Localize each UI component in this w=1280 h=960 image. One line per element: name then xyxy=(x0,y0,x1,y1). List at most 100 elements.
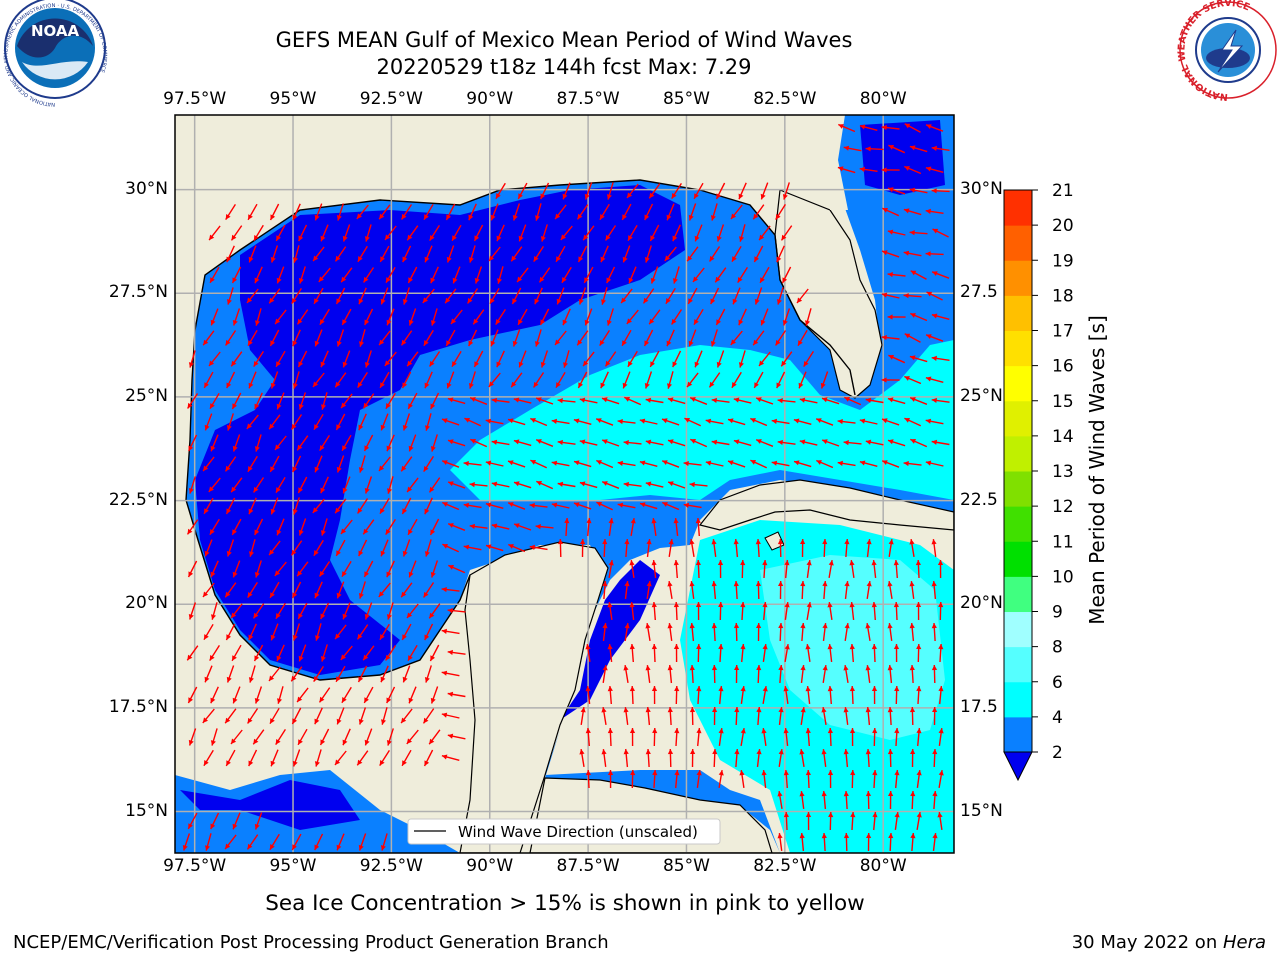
wave-direction-arrow xyxy=(761,727,767,747)
wave-direction-arrow xyxy=(800,622,806,642)
wave-direction-arrow xyxy=(778,748,784,768)
wave-direction-arrow xyxy=(336,329,345,347)
wave-direction-arrow xyxy=(230,351,243,367)
wave-direction-arrow xyxy=(203,371,214,389)
wave-direction-arrow xyxy=(402,287,410,305)
wave-direction-arrow xyxy=(909,355,928,363)
wave-direction-arrow xyxy=(761,770,767,788)
wave-direction-arrow xyxy=(667,439,686,447)
wave-direction-arrow xyxy=(821,397,840,405)
wave-direction-arrow xyxy=(822,664,828,684)
wave-direction-arrow xyxy=(932,706,938,726)
lat-tick-label-left: 25°N xyxy=(125,385,168,406)
wave-direction-arrow xyxy=(778,580,784,600)
wave-direction-arrow xyxy=(320,350,329,368)
wave-direction-arrow xyxy=(711,439,730,446)
wave-direction-arrow xyxy=(423,749,434,767)
wave-direction-arrow xyxy=(424,623,434,641)
wave-direction-arrow xyxy=(604,351,617,367)
wave-direction-arrow xyxy=(762,685,768,705)
wave-direction-arrow xyxy=(407,392,418,410)
wave-direction-arrow xyxy=(671,309,683,325)
wave-direction-arrow xyxy=(690,438,708,448)
wave-direction-arrow xyxy=(335,539,346,557)
wave-direction-arrow xyxy=(821,439,840,447)
wave-direction-arrow xyxy=(626,309,639,325)
wave-direction-arrow xyxy=(780,351,793,367)
wave-direction-arrow xyxy=(904,165,922,175)
wave-direction-arrow xyxy=(210,434,219,452)
wave-direction-arrow xyxy=(290,666,303,682)
wave-direction-arrow xyxy=(248,371,257,389)
wave-direction-arrow xyxy=(188,602,197,620)
wave-direction-arrow xyxy=(188,728,197,746)
wave-direction-arrow xyxy=(555,245,566,263)
wave-direction-arrow xyxy=(378,204,391,220)
wave-direction-arrow xyxy=(881,377,900,383)
wave-direction-arrow xyxy=(231,644,242,662)
wave-direction-arrow xyxy=(276,644,285,662)
wave-direction-arrow xyxy=(358,707,367,725)
wave-direction-arrow xyxy=(755,538,761,558)
wave-direction-arrow xyxy=(342,350,351,368)
wave-direction-arrow xyxy=(932,833,938,851)
wave-direction-arrow xyxy=(474,266,483,284)
wave-direction-arrow xyxy=(298,224,308,242)
wave-direction-arrow xyxy=(849,602,855,620)
wave-direction-arrow xyxy=(334,372,347,388)
lat-tick-label-right: 15°N xyxy=(960,800,1003,821)
colorbar-segment xyxy=(1004,576,1032,613)
wave-direction-arrow xyxy=(291,581,302,599)
wave-direction-arrow xyxy=(334,750,347,766)
wave-direction-arrow xyxy=(232,434,241,452)
map-frame xyxy=(174,114,955,854)
lon-tick-label-bottom: 82.5°W xyxy=(753,856,817,876)
wave-direction-arrow xyxy=(358,413,367,431)
wave-direction-arrow xyxy=(385,519,396,535)
colorbar-segment xyxy=(1004,646,1032,683)
wave-direction-arrow xyxy=(364,602,373,620)
wave-direction-arrow xyxy=(932,228,949,238)
wave-direction-arrow xyxy=(793,460,812,468)
wave-direction-arrow xyxy=(579,481,598,489)
wave-direction-arrow xyxy=(673,559,679,579)
wave-direction-arrow xyxy=(799,748,805,768)
wave-direction-arrow xyxy=(463,461,482,467)
wave-direction-arrow xyxy=(689,538,695,558)
wave-direction-arrow xyxy=(441,754,460,761)
wave-direction-arrow xyxy=(771,418,790,425)
wave-direction-arrow xyxy=(715,308,726,326)
wave-direction-arrow xyxy=(738,182,747,200)
wave-direction-arrow xyxy=(708,372,721,388)
wave-direction-arrow xyxy=(248,245,257,263)
wave-direction-arrow xyxy=(909,664,915,684)
wave-direction-arrow xyxy=(209,392,220,410)
wave-direction-arrow xyxy=(224,708,237,724)
wave-direction-arrow xyxy=(535,203,542,221)
wave-direction-arrow xyxy=(247,708,259,724)
wave-direction-arrow xyxy=(915,601,922,621)
wave-direction-arrow xyxy=(629,727,636,747)
wave-direction-arrow xyxy=(925,460,944,467)
colorbar-tick-label: 13 xyxy=(1052,462,1074,482)
wave-direction-arrow xyxy=(712,706,718,726)
wave-direction-arrow xyxy=(488,372,501,388)
wave-direction-arrow xyxy=(693,308,704,326)
wave-direction-arrow xyxy=(274,435,287,451)
wave-direction-arrow xyxy=(777,538,784,558)
wave-direction-arrow xyxy=(689,581,695,599)
wave-direction-arrow xyxy=(313,287,324,305)
lon-tick-label-top: 92.5°W xyxy=(359,89,423,109)
wave-direction-arrow xyxy=(925,376,944,383)
wave-direction-arrow xyxy=(408,434,417,452)
wave-direction-arrow xyxy=(777,790,783,810)
wave-direction-arrow xyxy=(651,560,657,578)
wave-direction-arrow xyxy=(756,706,762,726)
wave-direction-arrow xyxy=(607,644,613,662)
wave-direction-arrow xyxy=(246,834,259,850)
wave-direction-arrow xyxy=(881,292,900,299)
wave-direction-arrow xyxy=(784,602,790,620)
wave-direction-arrow xyxy=(782,182,790,200)
wave-direction-arrow xyxy=(551,418,570,425)
wave-direction-arrow xyxy=(407,644,418,662)
